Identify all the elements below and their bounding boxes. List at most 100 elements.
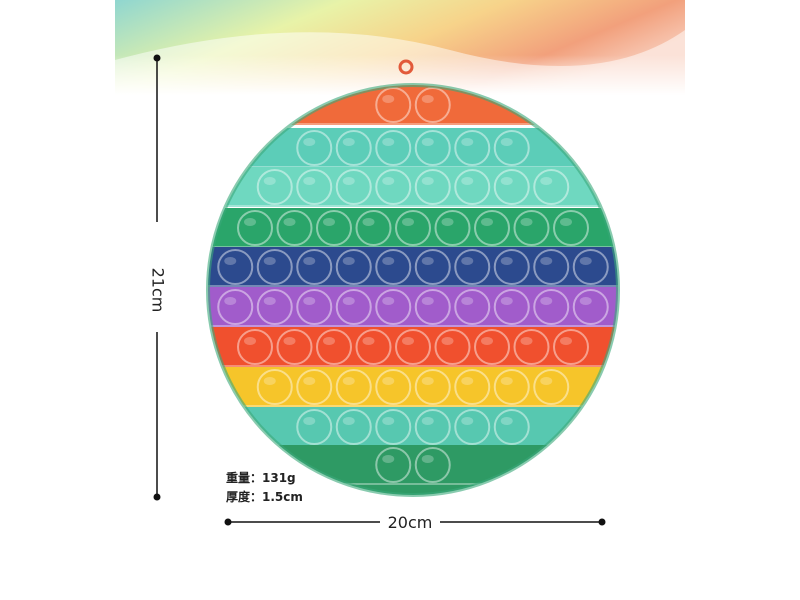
bubble-shine	[461, 257, 474, 265]
bubble	[395, 210, 431, 246]
bubble-shine	[342, 297, 355, 305]
bubble-shine	[500, 417, 513, 425]
bubble-shine	[421, 95, 434, 103]
bubble	[296, 130, 333, 166]
bubble	[335, 369, 372, 405]
bubble	[572, 289, 609, 325]
bubble	[474, 210, 510, 246]
height-label: 21cm	[149, 268, 168, 313]
bubble	[434, 329, 471, 365]
bubble-shine	[283, 337, 296, 345]
bubble	[414, 447, 451, 483]
bubble-shine	[421, 177, 434, 185]
bubble-shine	[382, 177, 395, 185]
bubble-shine	[461, 177, 474, 185]
bubble	[454, 369, 491, 405]
bubble-shine	[303, 177, 316, 185]
bubble	[335, 289, 372, 325]
bubble-shine	[382, 417, 395, 425]
bubble	[375, 447, 412, 483]
bubble	[335, 409, 372, 445]
bubble	[296, 409, 333, 445]
bubble	[296, 169, 333, 205]
bubble	[217, 289, 254, 325]
bubble	[454, 409, 491, 445]
bubble-shine	[303, 138, 316, 146]
bubble-shine	[421, 297, 434, 305]
weight-label: 重量：131g	[226, 470, 296, 485]
bubble	[335, 130, 372, 166]
bubble-shine	[540, 257, 553, 265]
bubble-shine	[421, 377, 434, 385]
bubble-shine	[362, 218, 375, 226]
bubble	[256, 169, 293, 205]
bubble-shine	[441, 337, 454, 345]
bubble-shine	[421, 417, 434, 425]
bubble-shine	[263, 177, 276, 185]
bubble-shine	[421, 257, 434, 265]
bubble-shine	[244, 218, 256, 226]
bubble	[355, 210, 392, 246]
bubble	[276, 210, 313, 246]
bubble-shine	[540, 177, 553, 185]
bubble-shine	[263, 377, 276, 385]
bubble-shine	[402, 218, 414, 226]
bubble	[414, 289, 451, 325]
bubble-shine	[382, 297, 395, 305]
bubble-shine	[323, 337, 335, 345]
bubble-shine	[303, 377, 316, 385]
bubble	[414, 169, 451, 205]
bubble-shine	[323, 218, 335, 226]
dot	[224, 518, 232, 526]
bubble	[454, 130, 491, 166]
bubble	[375, 409, 412, 445]
bubble	[513, 329, 550, 365]
ridge	[208, 205, 618, 209]
bubble	[296, 289, 333, 325]
bubble-shine	[382, 257, 395, 265]
bubble-shine	[500, 377, 513, 385]
bubble-shine	[461, 377, 474, 385]
bubble	[493, 409, 530, 445]
bubble-shine	[461, 297, 474, 305]
bubble	[316, 329, 352, 365]
bubble	[493, 130, 530, 166]
bubble-shine	[224, 297, 237, 305]
pop-toy	[208, 85, 618, 495]
bubble-shine	[283, 218, 296, 226]
bubble	[493, 369, 530, 405]
bubble	[375, 249, 412, 285]
bubble	[414, 369, 451, 405]
bubble-shine	[560, 218, 572, 226]
bubble-shine	[481, 337, 493, 345]
bubble	[553, 210, 589, 246]
bubble-shine	[382, 95, 395, 103]
bubble	[237, 329, 273, 365]
bubble	[533, 169, 570, 205]
bubble	[414, 130, 451, 166]
bubble-shine	[461, 417, 474, 425]
bubble	[454, 249, 491, 285]
bubble-shine	[441, 218, 454, 226]
dot	[153, 493, 161, 501]
thickness-label: 厚度：1.5cm	[226, 489, 303, 504]
bubble-shine	[579, 297, 592, 305]
bubble	[375, 169, 412, 205]
bubble-shine	[402, 337, 414, 345]
bubble-shine	[342, 417, 355, 425]
width-label: 20cm	[388, 513, 433, 532]
bubble	[256, 369, 293, 405]
bubble	[414, 87, 451, 123]
bubble-shine	[224, 257, 237, 265]
bottom-band	[208, 485, 618, 495]
bubble	[513, 210, 550, 246]
bubble	[237, 210, 273, 246]
bubble	[316, 210, 352, 246]
bubble-shine	[481, 218, 493, 226]
bubble-shine	[303, 297, 316, 305]
toy-rim	[206, 83, 620, 497]
bubble-shine	[579, 257, 592, 265]
bubble-shine	[342, 177, 355, 185]
bubble-shine	[500, 297, 513, 305]
bubble	[493, 249, 530, 285]
